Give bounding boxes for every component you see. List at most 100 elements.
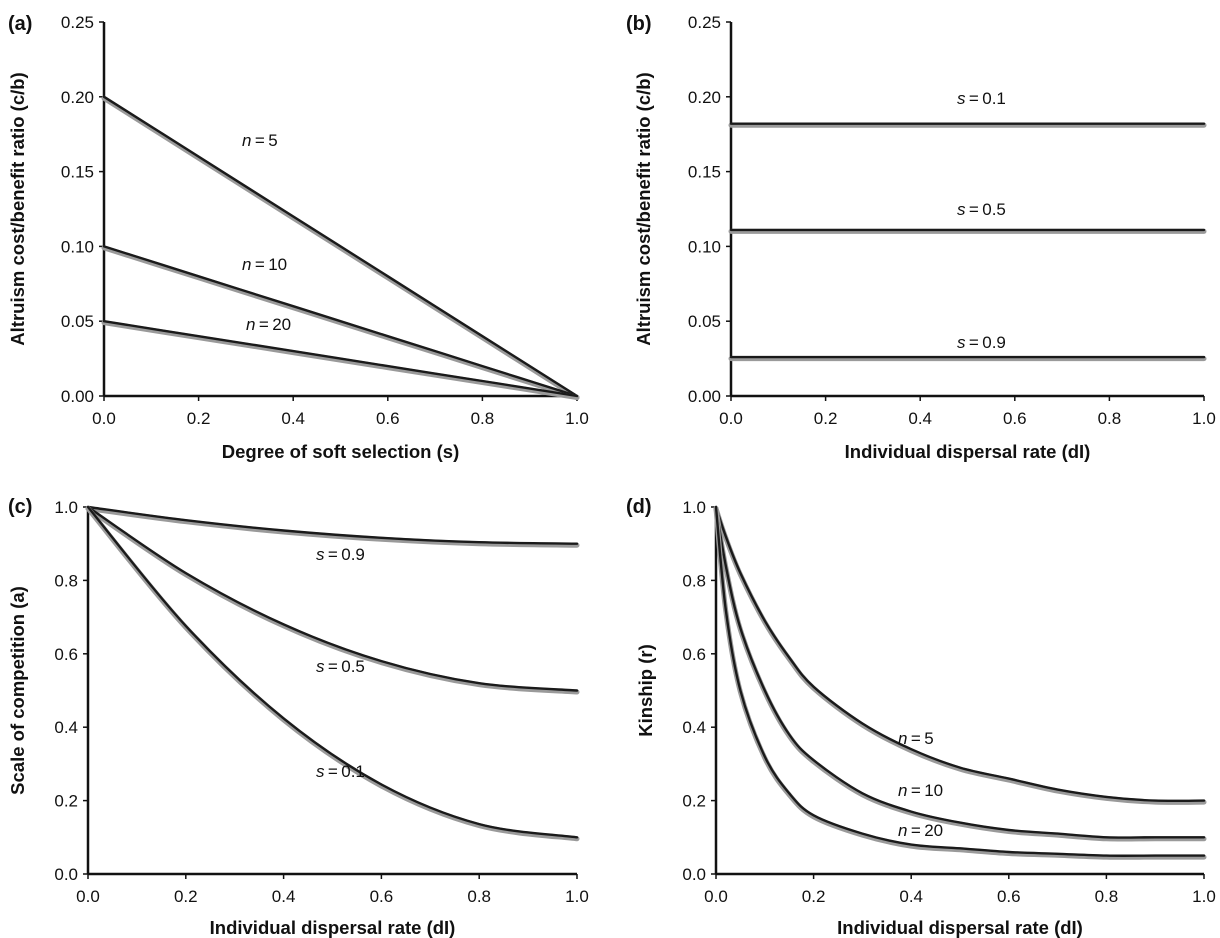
panel-d: (d) 0.0 0.2 0.4 0.6 0.8 1.0 0.0 0.2 0.4 0.6 0.8 1.0 I… <box>626 496 1216 938</box>
series-line-shadow <box>85 506 580 548</box>
series-n-20 <box>713 505 1207 860</box>
series-label: n = 10 <box>242 255 287 274</box>
series-label-equals: = <box>325 657 342 676</box>
series-label: s = 0.1 <box>316 762 365 781</box>
series-s-0.5 <box>728 228 1207 234</box>
x-tick-label: 0.0 <box>76 887 100 906</box>
series-line <box>102 245 579 398</box>
series-label: n = 5 <box>242 131 278 150</box>
x-tick-label: 0.6 <box>997 887 1021 906</box>
series-label-value: 0.5 <box>341 657 365 676</box>
panel-c: (c) 0.0 0.2 0.4 0.6 0.8 1.0 0.0 0.2 0.4 0.6 0.8 1.0 I… <box>7 496 589 938</box>
y-tick-label: 0.15 <box>688 163 721 182</box>
x-tick-label: 0.2 <box>174 887 198 906</box>
series-n-10 <box>101 245 580 400</box>
x-tick-label: 0.8 <box>471 409 495 428</box>
series-n-10 <box>713 505 1207 842</box>
y-tick-label: 0.10 <box>688 237 721 256</box>
panel-label: (c) <box>8 496 32 518</box>
series-label-value: 0.1 <box>982 89 1006 108</box>
panel-a: (a) 0.00 0.05 0.10 0.15 0.20 0.25 0.0 0.2 0.4 0.6 0… <box>7 13 589 462</box>
series-label-value: 0.5 <box>982 200 1006 219</box>
x-tick-label: 0.8 <box>467 887 491 906</box>
y-tick-label: 0.6 <box>54 645 78 664</box>
y-tick-label: 0.6 <box>682 645 706 664</box>
y-axis-title: Altruism cost/benefit ratio (c/b) <box>7 72 28 345</box>
series-line-shadow <box>101 320 580 400</box>
series-label-value: 20 <box>272 315 291 334</box>
series-label-equals: = <box>251 255 268 274</box>
y-tick-label: 0.4 <box>54 718 78 737</box>
y-tick-label: 0.10 <box>61 237 94 256</box>
series-label: s = 0.9 <box>957 333 1006 352</box>
series-line <box>102 320 579 398</box>
y-tick-label: 0.00 <box>61 387 94 406</box>
y-tick-label: 0.05 <box>61 312 94 331</box>
series-line <box>714 505 1206 803</box>
series-label-value: 0.1 <box>341 762 365 781</box>
series-label: n = 20 <box>898 821 943 840</box>
y-tick-label: 1.0 <box>54 498 78 517</box>
x-tick-label: 1.0 <box>565 887 589 906</box>
x-tick-label: 1.0 <box>1192 887 1216 906</box>
series-line-shadow <box>101 95 580 400</box>
x-tick-label: 0.6 <box>376 409 400 428</box>
series-label-equals: = <box>907 729 924 748</box>
series-label-equals: = <box>251 131 268 150</box>
series-line-shadow <box>713 506 1207 805</box>
series-s-0.1 <box>85 505 580 842</box>
series-label-equals: = <box>966 333 983 352</box>
series-label-equals: = <box>966 200 983 219</box>
series-label: s = 0.5 <box>957 200 1006 219</box>
series-label-value: 5 <box>924 729 933 748</box>
x-tick-label: 0.2 <box>187 409 211 428</box>
series-label-value: 20 <box>924 821 943 840</box>
series-label-equals: = <box>325 762 342 781</box>
series-label-value: 10 <box>268 255 287 274</box>
y-tick-label: 0.4 <box>682 718 706 737</box>
series-line <box>714 505 1206 839</box>
panel-b: (b) 0.00 0.05 0.10 0.15 0.20 0.25 0.0 0.2 0.4 0.6 0… <box>626 13 1216 462</box>
series-s-0.5 <box>85 505 580 695</box>
y-tick-label: 0.0 <box>54 865 78 884</box>
y-tick-label: 0.25 <box>61 13 94 32</box>
series-line <box>102 95 579 398</box>
series-line-shadow <box>101 245 580 400</box>
y-axis-title: Kinship (r) <box>635 644 656 737</box>
panel-label: (b) <box>626 13 652 35</box>
series-label-value: 0.9 <box>982 333 1006 352</box>
x-tick-label: 0.6 <box>1003 409 1027 428</box>
y-tick-label: 0.15 <box>61 163 94 182</box>
x-tick-label: 0.4 <box>908 409 932 428</box>
series-label-variable: s <box>316 762 325 781</box>
x-tick-label: 0.8 <box>1095 887 1119 906</box>
series-label-variable: s <box>957 89 966 108</box>
series-label-variable: n <box>898 781 907 800</box>
series-n-5 <box>101 95 580 400</box>
y-tick-label: 0.20 <box>688 88 721 107</box>
x-axis-title: Individual dispersal rate (dI) <box>837 917 1083 938</box>
series-label: s = 0.5 <box>316 657 365 676</box>
x-tick-label: 0.0 <box>92 409 116 428</box>
series-label: s = 0.1 <box>957 89 1006 108</box>
series-n-5 <box>713 505 1207 805</box>
panel-label: (a) <box>8 13 32 35</box>
y-tick-label: 0.0 <box>682 865 706 884</box>
series-label-value: 0.9 <box>341 545 365 564</box>
y-tick-label: 1.0 <box>682 498 706 517</box>
y-tick-label: 0.8 <box>682 571 706 590</box>
series-label-equals: = <box>325 545 342 564</box>
x-tick-label: 0.2 <box>814 409 838 428</box>
x-tick-label: 0.4 <box>281 409 305 428</box>
x-axis-title: Degree of soft selection (s) <box>222 441 459 462</box>
y-tick-label: 0.2 <box>682 792 706 811</box>
y-tick-label: 0.00 <box>688 387 721 406</box>
series-label-variable: n <box>898 729 907 748</box>
y-tick-label: 0.20 <box>61 88 94 107</box>
series-label-variable: s <box>316 657 325 676</box>
y-axis-title: Scale of competition (a) <box>7 586 28 795</box>
series-label-equals: = <box>907 781 924 800</box>
series-line <box>86 505 579 545</box>
y-tick-label: 0.2 <box>54 792 78 811</box>
